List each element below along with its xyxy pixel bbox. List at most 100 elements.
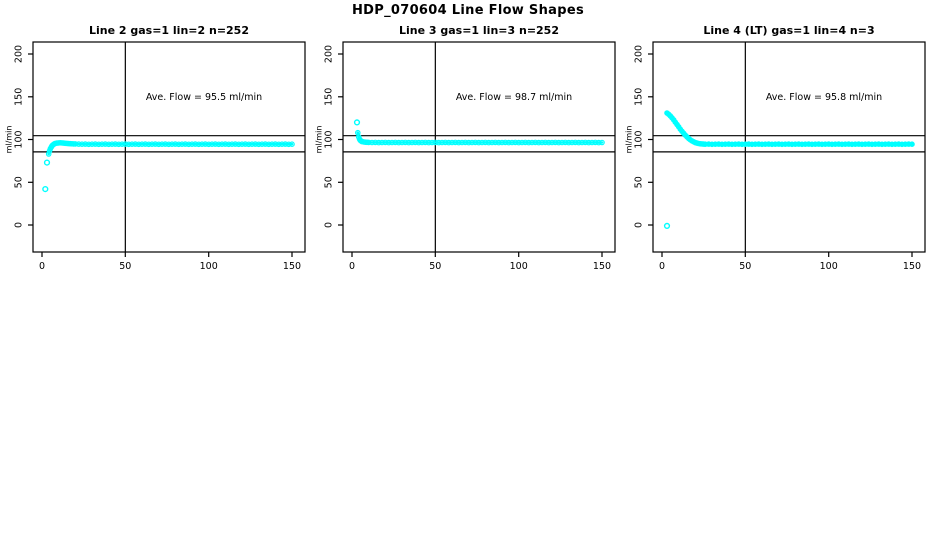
data-point xyxy=(422,139,429,146)
x-tick-label: 100 xyxy=(200,261,218,272)
data-point xyxy=(425,139,432,146)
data-point xyxy=(525,139,532,146)
data-point xyxy=(905,141,912,147)
flow-points xyxy=(353,119,605,146)
data-point xyxy=(749,141,755,148)
data-point xyxy=(189,141,195,148)
data-point xyxy=(442,139,449,146)
data-point xyxy=(875,141,882,147)
data-point xyxy=(865,141,872,147)
plot-border xyxy=(32,41,306,253)
y-tick-label: 50 xyxy=(14,176,25,188)
data-point xyxy=(845,141,852,147)
data-point xyxy=(702,141,709,148)
data-point xyxy=(252,141,259,147)
data-point xyxy=(779,141,785,148)
data-point xyxy=(245,141,252,148)
subplot-line2-title: Line 2 gas=1 lin=2 n=252 xyxy=(88,24,249,37)
data-point xyxy=(469,139,475,146)
data-point xyxy=(219,141,225,148)
data-point xyxy=(379,139,385,146)
data-point xyxy=(792,141,799,148)
data-point xyxy=(172,141,179,147)
data-point xyxy=(549,139,555,146)
data-point xyxy=(145,141,152,148)
data-point xyxy=(89,141,95,148)
data-point xyxy=(449,139,455,146)
data-point xyxy=(572,139,579,146)
data-point xyxy=(802,141,809,148)
data-point xyxy=(769,141,775,148)
data-point xyxy=(482,139,489,146)
data-point xyxy=(92,141,99,147)
data-point xyxy=(399,139,405,146)
data-point xyxy=(285,141,292,148)
subplot-line2: Line 2 gas=1 lin=2 n=252 0 50 100 150 0 50 100… xyxy=(4,20,316,295)
data-point xyxy=(855,141,862,147)
data-point xyxy=(95,141,102,148)
data-point xyxy=(185,141,192,148)
data-point xyxy=(582,139,589,146)
data-point xyxy=(892,141,899,148)
data-point xyxy=(829,141,835,148)
data-point xyxy=(72,141,79,147)
data-point xyxy=(772,141,779,148)
data-point xyxy=(509,139,515,146)
data-point xyxy=(589,139,595,146)
data-point xyxy=(255,141,262,148)
y-tick-label: 100 xyxy=(324,130,335,148)
data-point xyxy=(595,139,602,146)
data-point xyxy=(869,141,875,148)
data-point xyxy=(752,141,759,148)
data-point xyxy=(742,141,749,148)
subplot-line4: Line 4 (LT) gas=1 lin=4 n=3 0 50 100 150 0 50… xyxy=(624,20,936,295)
x-axis: 0 50 100 150 xyxy=(39,252,301,272)
x-tick-label: 150 xyxy=(283,261,301,272)
data-point xyxy=(505,139,512,146)
data-point xyxy=(82,141,89,147)
data-point xyxy=(899,141,905,148)
data-point xyxy=(839,141,845,148)
data-point xyxy=(832,141,839,148)
data-point xyxy=(909,141,915,148)
data-point xyxy=(275,141,282,148)
data-point xyxy=(812,141,819,148)
data-point xyxy=(579,139,585,146)
data-point xyxy=(382,139,389,146)
data-point xyxy=(722,141,729,148)
data-point xyxy=(835,141,842,147)
data-point xyxy=(885,141,892,147)
data-point xyxy=(102,141,109,147)
data-point xyxy=(412,139,419,146)
data-point xyxy=(199,141,205,148)
data-point xyxy=(109,141,115,148)
data-point xyxy=(815,141,822,147)
data-point xyxy=(585,139,592,146)
ave-flow-annotation: Ave. Flow = 95.8 ml/min xyxy=(766,92,882,103)
data-point xyxy=(289,141,295,148)
data-point xyxy=(715,141,722,147)
data-point xyxy=(129,141,135,148)
outlier-point xyxy=(42,186,49,193)
y-tick-label: 150 xyxy=(634,88,645,106)
data-point xyxy=(542,139,549,146)
data-point xyxy=(805,141,812,147)
data-point xyxy=(182,141,189,147)
data-point xyxy=(99,141,105,148)
y-tick-label: 0 xyxy=(634,222,645,228)
reference-lines xyxy=(33,42,305,252)
data-point xyxy=(385,139,392,146)
data-point xyxy=(372,139,379,146)
data-point xyxy=(395,139,402,146)
y-axis-label: ml/min xyxy=(315,126,324,154)
x-tick-label: 100 xyxy=(820,261,838,272)
outlier-point xyxy=(43,159,51,166)
data-point xyxy=(209,141,215,148)
data-point xyxy=(272,141,279,147)
y-tick-label: 0 xyxy=(324,222,335,228)
data-point xyxy=(205,141,212,148)
data-point xyxy=(225,141,232,148)
data-point xyxy=(402,139,409,146)
data-point xyxy=(759,141,765,148)
